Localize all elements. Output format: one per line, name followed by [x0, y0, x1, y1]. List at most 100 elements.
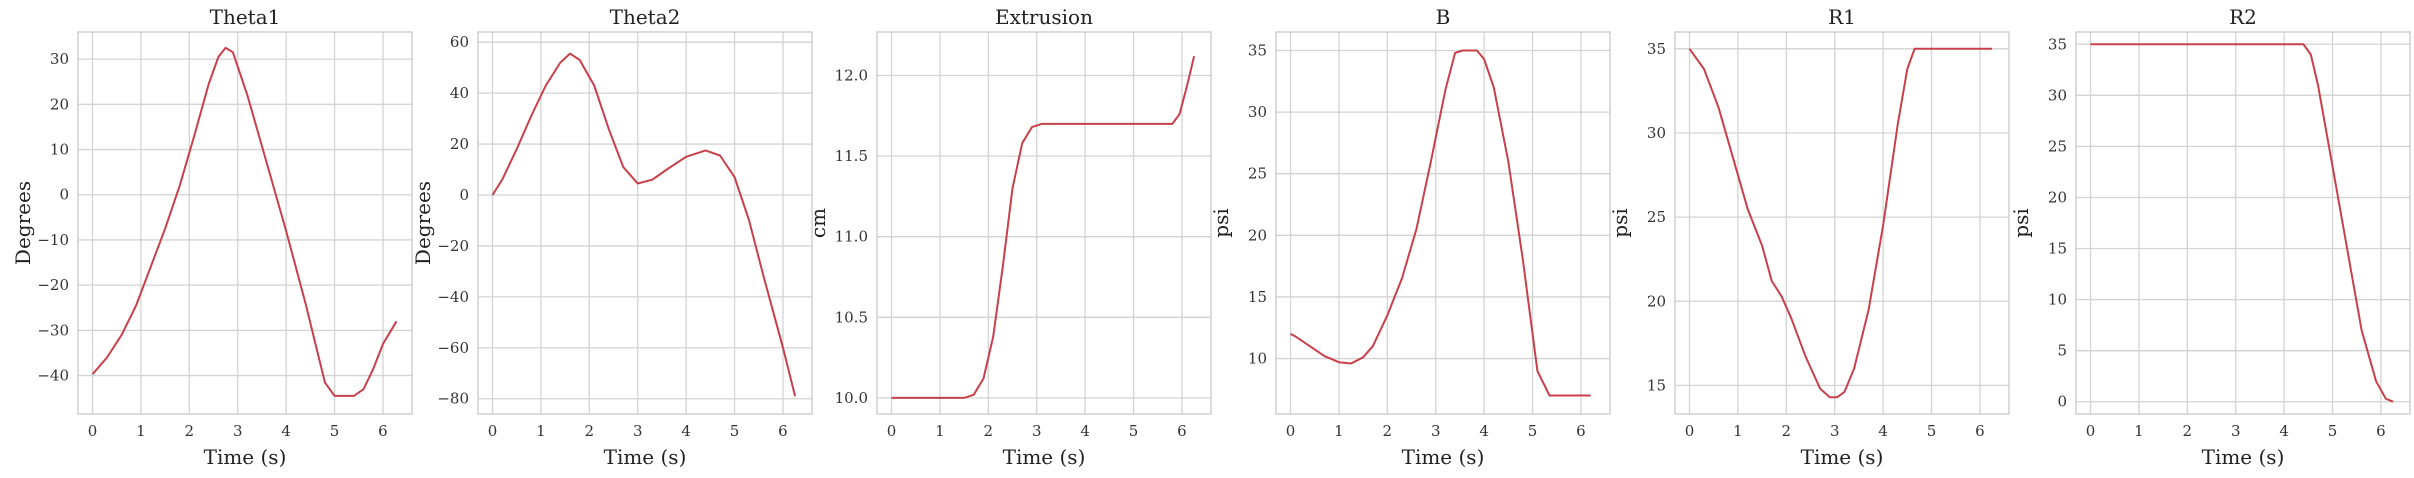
- y-tick-label: −20: [37, 276, 69, 294]
- x-tick-label: 5: [1528, 422, 1538, 440]
- x-tick-label: 4: [681, 422, 691, 440]
- panel-title: R1: [1828, 5, 1856, 29]
- x-tick-label: 1: [1334, 422, 1344, 440]
- x-tick-label: 0: [1286, 422, 1296, 440]
- y-tick-label: 20: [1647, 292, 1666, 310]
- y-tick-label: 0: [459, 186, 469, 204]
- y-tick-label: 12.0: [835, 67, 868, 85]
- x-tick-label: 1: [1733, 422, 1743, 440]
- x-tick-label: 5: [730, 422, 740, 440]
- y-tick-label: 35: [2048, 35, 2067, 53]
- x-tick-label: 4: [281, 422, 291, 440]
- y-tick-label: 10: [1248, 350, 1267, 368]
- axes-frame: [477, 31, 813, 415]
- x-tick-label: 1: [2134, 422, 2144, 440]
- series-line: [1688, 47, 1993, 399]
- x-tick-label: 1: [136, 422, 146, 440]
- x-tick-label: 3: [633, 422, 643, 440]
- x-tick-label: 5: [2328, 422, 2338, 440]
- x-tick-label: 2: [185, 422, 195, 440]
- series-line: [91, 46, 398, 397]
- x-tick-label: 5: [330, 422, 340, 440]
- x-tick-label: 4: [1479, 422, 1489, 440]
- y-tick-label: 15: [2048, 240, 2067, 258]
- panel-theta2: 0 1 2 3 4 5 6 −80 −60 −40 −20 0 20 40 60 Theta2 Time (s)…: [411, 5, 813, 469]
- y-tick-label: 25: [2048, 137, 2067, 155]
- x-tick-label: 4: [2279, 422, 2289, 440]
- x-tick-label: 2: [1782, 422, 1792, 440]
- x-tick-label: 6: [2376, 422, 2386, 440]
- x-tick-label: 2: [984, 422, 994, 440]
- y-tick-label: 40: [450, 84, 469, 102]
- y-tick-label: 30: [50, 50, 69, 68]
- y-tick-label: 10.0: [835, 389, 868, 407]
- y-tick-label: 30: [2048, 86, 2067, 104]
- y-axis-label: psi: [1608, 208, 1632, 237]
- y-tick-label: 20: [2048, 188, 2067, 206]
- x-tick-label: 6: [1576, 422, 1586, 440]
- x-axis-label: Time (s): [604, 445, 687, 469]
- axes-frame: [1674, 31, 2010, 415]
- x-tick-label: 3: [1431, 422, 1441, 440]
- x-tick-label: 5: [1129, 422, 1139, 440]
- series-line: [1290, 49, 1591, 397]
- x-tick-label: 5: [1927, 422, 1937, 440]
- x-axis-label: Time (s): [1801, 445, 1884, 469]
- x-tick-label: 2: [1383, 422, 1393, 440]
- y-tick-label: 20: [1248, 226, 1267, 244]
- x-axis-label: Time (s): [1402, 445, 1485, 469]
- y-axis-label: Degrees: [11, 181, 35, 265]
- y-tick-label: 0: [59, 186, 69, 204]
- series-line: [891, 55, 1196, 399]
- x-tick-label: 0: [2086, 422, 2096, 440]
- x-axis-label: Time (s): [204, 445, 287, 469]
- y-tick-label: 35: [1248, 41, 1267, 59]
- x-tick-label: 4: [1080, 422, 1090, 440]
- y-tick-label: 10: [50, 141, 69, 159]
- x-tick-label: 1: [935, 422, 945, 440]
- series-line: [2090, 43, 2394, 403]
- y-tick-label: 20: [450, 135, 469, 153]
- series-line: [491, 52, 797, 397]
- y-tick-label: −60: [437, 339, 469, 357]
- x-tick-label: 0: [488, 422, 498, 440]
- panel-title: B: [1436, 5, 1451, 29]
- y-tick-label: 10.5: [835, 308, 868, 326]
- panel-title: Extrusion: [995, 5, 1093, 29]
- x-tick-label: 3: [1032, 422, 1042, 440]
- y-tick-label: 25: [1647, 208, 1666, 226]
- y-tick-label: 5: [2057, 342, 2067, 360]
- y-tick-label: 11.5: [835, 147, 868, 165]
- panel-extrusion: 0 1 2 3 4 5 6 10.0 10.5 11.0 11.5 12.0 Extrusion Time…: [806, 5, 1212, 469]
- axes-frame: [876, 31, 1212, 415]
- x-tick-label: 3: [2231, 422, 2241, 440]
- x-tick-label: 6: [378, 422, 388, 440]
- panel-r2: 0 1 2 3 4 5 6 0 5 10 15 20 25 30 35 R2 Time (s) psi: [2009, 5, 2411, 469]
- y-axis-label: psi: [1209, 208, 1233, 237]
- y-tick-label: 25: [1248, 165, 1267, 183]
- x-tick-label: 3: [233, 422, 243, 440]
- x-tick-label: 2: [585, 422, 595, 440]
- axes-frame: [77, 31, 413, 415]
- y-tick-label: 20: [50, 95, 69, 113]
- x-tick-label: 6: [778, 422, 788, 440]
- axes-frame: [1275, 31, 1611, 415]
- y-tick-label: −80: [437, 390, 469, 408]
- panel-theta1: 0 1 2 3 4 5 6 −40 −30 −20 −10 0 10 20 30 Theta1 Time (s)…: [11, 5, 413, 469]
- y-tick-label: −10: [37, 231, 69, 249]
- y-tick-label: −30: [37, 321, 69, 339]
- y-axis-label: psi: [2009, 208, 2033, 237]
- y-tick-label: 15: [1248, 288, 1267, 306]
- y-axis-label: cm: [806, 208, 830, 238]
- y-tick-label: 35: [1647, 40, 1666, 58]
- x-tick-label: 6: [1177, 422, 1187, 440]
- y-axis-label: Degrees: [411, 181, 435, 265]
- panel-b: 0 1 2 3 4 5 6 10 15 20 25 30 35 B Time (s) psi: [1209, 5, 1611, 469]
- y-tick-label: 10: [2048, 291, 2067, 309]
- axes-frame: [2075, 31, 2411, 415]
- y-tick-label: 30: [1647, 124, 1666, 142]
- y-tick-label: 11.0: [835, 228, 868, 246]
- y-tick-label: −20: [437, 237, 469, 255]
- y-tick-label: 0: [2057, 393, 2067, 411]
